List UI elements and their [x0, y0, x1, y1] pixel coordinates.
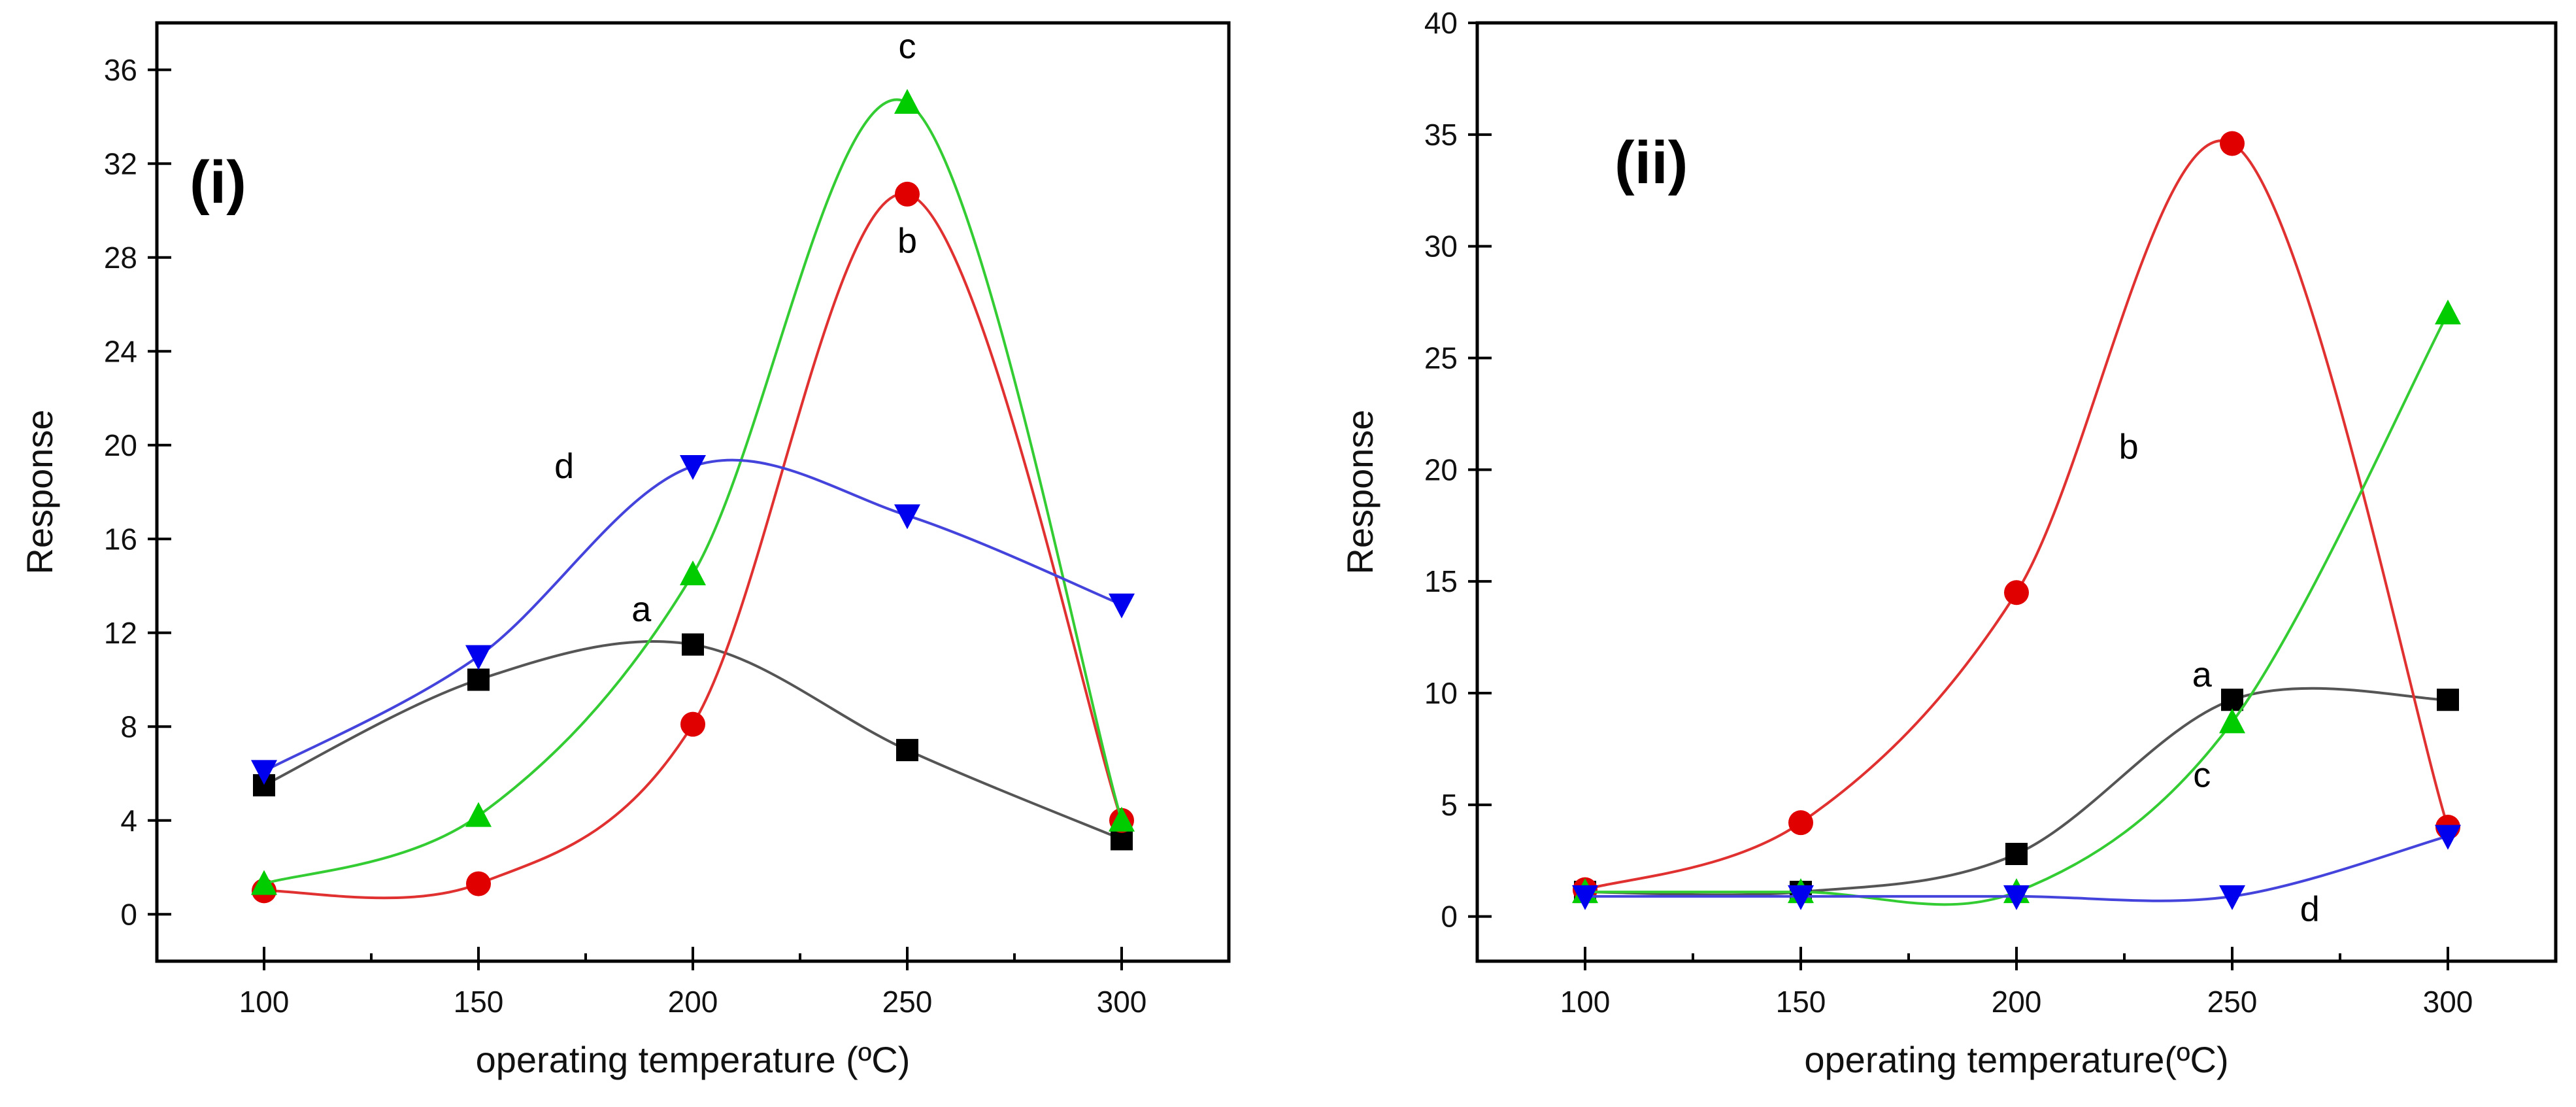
y-tick-label: 12: [104, 616, 137, 650]
series-c: c: [251, 27, 1135, 895]
data-point-c: [2219, 708, 2245, 734]
y-tick-label: 15: [1424, 564, 1458, 598]
data-point-a: [2005, 843, 2028, 865]
y-axis-title: Response: [19, 409, 60, 574]
x-tick-label: 150: [1776, 985, 1826, 1019]
data-point-b: [2220, 131, 2245, 156]
data-point-b: [466, 871, 491, 896]
series-line-c: [263, 98, 1123, 885]
y-axis-title: Response: [1339, 409, 1380, 574]
data-point-c: [465, 802, 492, 827]
y-tick-label: 30: [1424, 230, 1458, 264]
plot-frame: [155, 21, 1231, 963]
data-point-d: [680, 455, 706, 481]
y-tick-label: 32: [104, 146, 137, 180]
data-point-d: [1109, 593, 1135, 619]
data-point-b: [680, 711, 705, 737]
x-tick-label: 200: [668, 985, 718, 1019]
y-tick-label: 35: [1424, 118, 1458, 152]
data-point-d: [1788, 885, 1814, 910]
data-point-d: [2435, 825, 2461, 850]
y-tick-label: 25: [1424, 341, 1458, 375]
series-a: a: [1574, 655, 2459, 904]
y-tick-label: 10: [1424, 676, 1458, 710]
x-tick-label: 150: [454, 985, 504, 1019]
x-axis-title: operating temperature (ºC): [476, 1039, 911, 1080]
data-point-d: [894, 504, 920, 530]
series-line-c: [1585, 313, 2449, 906]
data-point-a: [2221, 689, 2243, 711]
data-point-a: [467, 668, 490, 691]
y-tick-label: 24: [104, 334, 137, 368]
curve-label-d: d: [554, 447, 574, 486]
series-b: b: [1573, 131, 2460, 902]
data-point-c: [680, 560, 706, 586]
series-line-a: [263, 640, 1122, 841]
x-tick-label: 250: [882, 985, 933, 1019]
curve-label-a: a: [2192, 655, 2213, 694]
series-a: a: [253, 590, 1133, 851]
y-tick-label: 16: [104, 522, 137, 556]
data-point-a: [896, 739, 918, 762]
x-tick-label: 100: [1560, 985, 1611, 1019]
curve-label-c: c: [899, 27, 916, 66]
series-line-b: [263, 192, 1123, 900]
data-point-a: [682, 633, 704, 656]
series-d: d: [1572, 825, 2461, 929]
series-b: b: [252, 181, 1134, 904]
data-point-d: [2003, 885, 2030, 910]
y-tick-label: 28: [104, 241, 137, 275]
data-point-d: [1572, 885, 1598, 910]
data-point-b: [1788, 810, 1813, 836]
y-tick-label: 20: [104, 428, 137, 462]
data-point-c: [251, 870, 277, 895]
data-point-a: [2437, 689, 2459, 711]
chart-panel-ii: 0 5 10 15 20 25 30 35 40 100 150 200 250 300 operating…: [1339, 6, 2558, 1080]
curve-label-b: b: [897, 222, 917, 261]
x-tick-label: 200: [1992, 985, 2042, 1019]
curve-label-a: a: [631, 590, 652, 629]
x-tick-label: 300: [2423, 985, 2473, 1019]
curve-label-d: d: [2300, 890, 2320, 929]
data-point-c: [2435, 299, 2461, 325]
x-tick-label: 300: [1097, 985, 1147, 1019]
x-tick-label: 250: [2207, 985, 2258, 1019]
y-tick-label: 8: [120, 709, 137, 743]
y-tick-label: 0: [1441, 900, 1458, 934]
y-tick-label: 5: [1441, 788, 1458, 822]
data-point-c: [894, 88, 920, 114]
curve-label-b: b: [2119, 427, 2139, 466]
y-tick-label: 40: [1424, 6, 1458, 40]
y-tick-label: 4: [120, 804, 137, 838]
panel-label: (i): [190, 149, 246, 216]
y-tick-label: 36: [104, 53, 137, 87]
x-axis-title: operating temperature(ºC): [1804, 1039, 2228, 1080]
data-point-d: [2219, 885, 2245, 910]
data-point-d: [251, 760, 277, 785]
series-d: d: [251, 447, 1135, 785]
data-point-b: [2004, 580, 2029, 605]
series-line-b: [1584, 139, 2449, 891]
y-tick-label: 0: [120, 897, 137, 931]
data-point-c: [1109, 806, 1135, 832]
panel-label: (ii): [1614, 129, 1688, 196]
curve-label-c: c: [2193, 756, 2211, 795]
chart-panel-i: 0 4 8 12 16 20 24 28 32 36 100 150 200 250 300 operatin…: [19, 21, 1231, 1080]
x-tick-label: 100: [239, 985, 290, 1019]
data-point-b: [895, 181, 920, 207]
y-tick-label: 20: [1424, 452, 1458, 486]
data-point-d: [465, 645, 492, 670]
